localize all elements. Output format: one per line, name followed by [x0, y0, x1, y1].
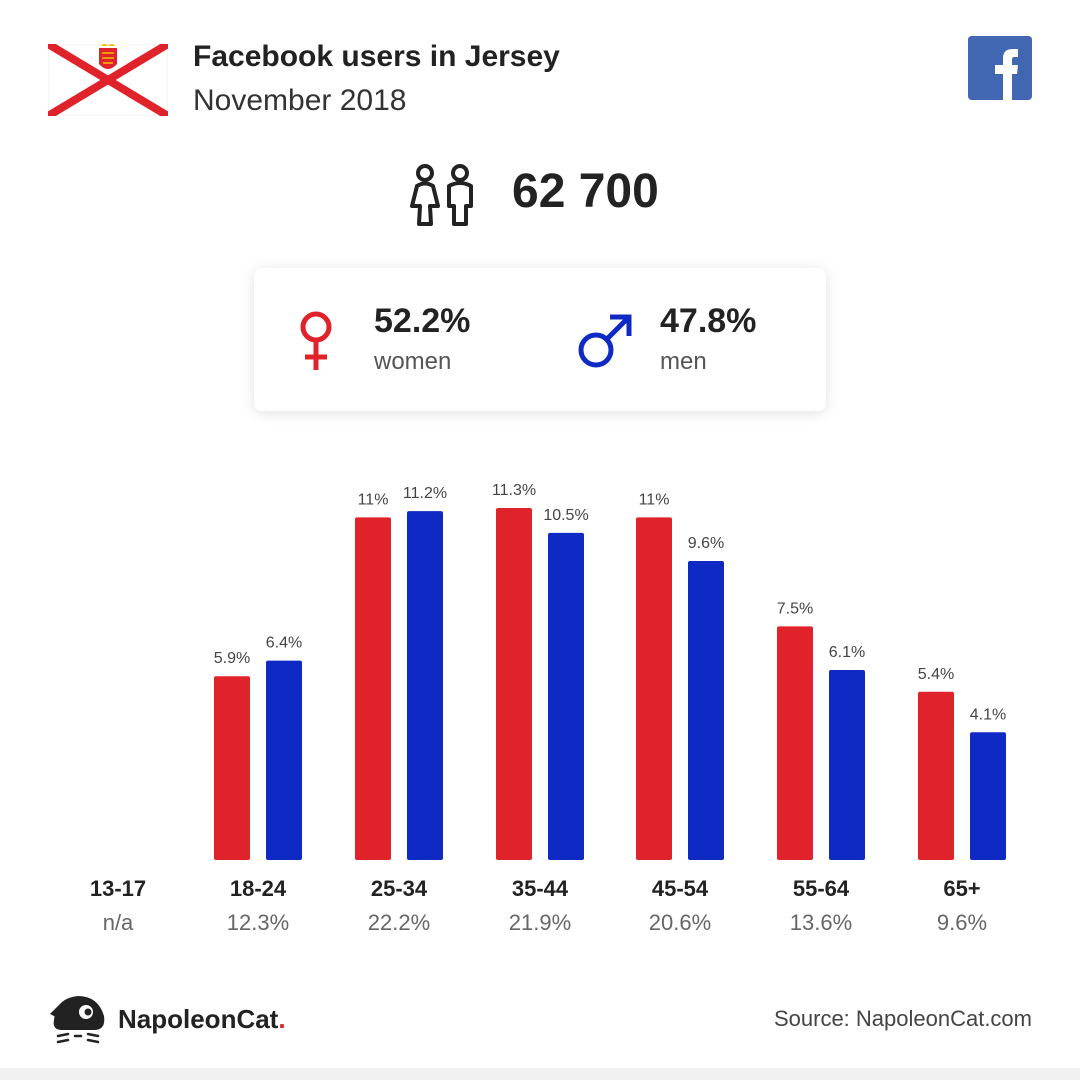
bar-women-35-44 — [496, 508, 532, 860]
age-group-total: 13.6% — [789, 910, 853, 935]
bar-men-65+ — [970, 732, 1006, 860]
women-label: women — [374, 348, 452, 375]
male-icon — [578, 314, 632, 368]
jersey-flag-icon — [48, 44, 168, 116]
bar-chart: 5.9% 6.4% 11% 11.2% 11.3% 10.5% 11% 9.6% 7.5% 6.1… — [214, 482, 1006, 860]
bar-label-men-55-64: 6.1% — [829, 644, 865, 661]
age-group-total: 22.2% — [367, 910, 431, 935]
age-gender-chart: 5.9% 6.4% 11% 11.2% 11.3% 10.5% 11% 9.6% 7.5% 6.1… — [0, 440, 1080, 860]
bar-label-women-18-24: 5.9% — [214, 650, 250, 667]
bar-label-men-18-24: 6.4% — [266, 635, 302, 652]
bar-label-men-35-44: 10.5% — [543, 507, 588, 524]
bar-women-25-34 — [355, 517, 391, 860]
page-title: Facebook users in Jersey — [193, 40, 560, 73]
age-group-total: 21.9% — [508, 910, 572, 935]
age-group-label: 18-24 — [229, 876, 287, 901]
brand-name: NapoleonCat. — [118, 1004, 286, 1035]
total-users: 62 700 — [0, 160, 1080, 240]
age-group-label: 65+ — [943, 876, 981, 901]
bar-women-18-24 — [214, 676, 250, 860]
bar-men-55-64 — [829, 669, 865, 860]
age-group-label: 13-17 — [89, 876, 147, 901]
bar-label-men-45-54: 9.6% — [688, 535, 724, 552]
bar-women-65+ — [918, 691, 954, 860]
source-text: Source: NapoleonCat.com — [773, 1006, 1032, 1031]
brand-dot: . — [278, 1004, 286, 1034]
bar-label-men-25-34: 11.2% — [403, 485, 447, 502]
bar-women-45-54 — [636, 517, 672, 860]
age-group-total: 20.6% — [648, 910, 712, 935]
bar-label-women-55-64: 7.5% — [777, 600, 813, 617]
header: Facebook users in Jersey November 2018 — [48, 36, 1032, 130]
brand-text: NapoleonCat — [118, 1004, 279, 1034]
bar-label-women-45-54: 11% — [639, 491, 670, 508]
age-group-label: 25-34 — [370, 876, 428, 901]
gender-card: 52.2% women 47.8% men — [254, 268, 826, 411]
bar-label-men-65+: 4.1% — [970, 706, 1006, 723]
bar-men-18-24 — [266, 660, 302, 860]
bar-label-women-35-44: 11.3% — [492, 482, 536, 499]
bottom-divider — [0, 1068, 1080, 1080]
total-users-value: 62 700 — [512, 165, 659, 218]
women-percentage: 52.2% — [374, 302, 471, 340]
people-icon — [410, 164, 473, 226]
bar-men-25-34 — [407, 511, 443, 860]
facebook-icon[interactable] — [968, 36, 1032, 100]
bar-women-55-64 — [777, 626, 813, 860]
age-group-total: 9.6% — [936, 910, 988, 935]
age-group-label: 35-44 — [511, 876, 569, 901]
bar-label-women-65+: 5.4% — [918, 666, 954, 683]
men-percentage: 47.8% — [660, 302, 757, 340]
age-group-label: 45-54 — [651, 876, 709, 901]
age-group-total: 12.3% — [226, 910, 290, 935]
age-group-total: n/a — [102, 910, 134, 935]
bar-label-women-25-34: 11% — [358, 491, 389, 508]
age-group-label: 55-64 — [792, 876, 850, 901]
page-subtitle: November 2018 — [193, 84, 407, 117]
bar-men-45-54 — [688, 560, 724, 860]
bar-men-35-44 — [548, 532, 584, 860]
female-icon — [300, 311, 332, 370]
men-label: men — [660, 348, 707, 375]
napoleoncat-logo-icon — [50, 996, 105, 1044]
